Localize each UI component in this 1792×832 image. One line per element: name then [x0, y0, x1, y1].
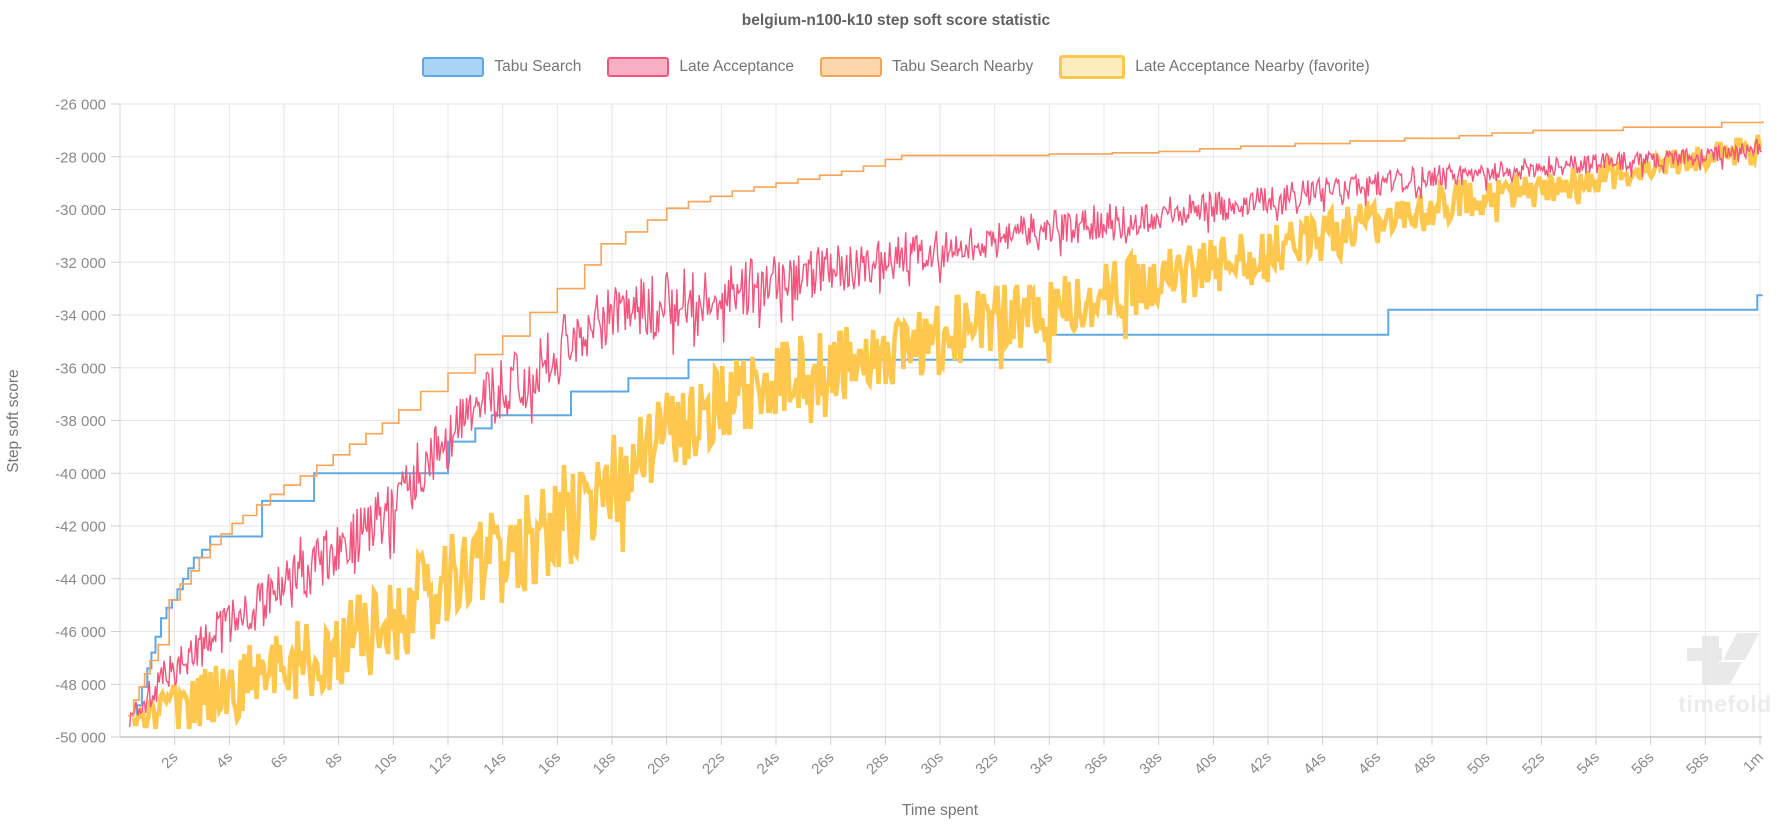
legend-label: Tabu Search	[494, 58, 582, 75]
x-tick-label: 56s	[1628, 749, 1657, 778]
x-tick-label: 32s	[972, 749, 1001, 778]
y-tick-label: -38 000	[55, 413, 106, 430]
x-tick-label: 4s	[213, 749, 236, 772]
legend-swatch-tabu-search	[422, 57, 485, 77]
legend-item-tabu-search-nearby: Tabu Search Nearby	[819, 57, 1034, 77]
x-tick-label: 6s	[268, 749, 291, 772]
x-tick-label: 2s	[158, 749, 181, 772]
x-tick-label: 26s	[808, 749, 837, 778]
legend-item-tabu-search: Tabu Search	[422, 57, 581, 77]
chart-legend: Tabu Search Late Acceptance Tabu Search …	[0, 55, 1792, 79]
y-axis-title: Step soft score	[5, 369, 22, 473]
x-tick-label: 46s	[1355, 749, 1384, 778]
y-tick-label: -48 000	[55, 677, 106, 694]
y-tick-label: -26 000	[55, 97, 106, 114]
y-tick-label: -34 000	[55, 308, 106, 325]
x-tick-label: 16s	[535, 749, 564, 778]
x-tick-label: 8s	[322, 749, 345, 772]
y-tick-label: -30 000	[55, 202, 106, 219]
x-axis-title: Time spent	[901, 802, 979, 819]
x-tick-label: 14s	[480, 749, 509, 778]
x-tick-label: 50s	[1464, 749, 1493, 778]
x-tick-label: 18s	[590, 749, 619, 778]
x-tick-label: 42s	[1246, 749, 1275, 778]
y-tick-label: -28 000	[55, 149, 106, 166]
legend-swatch-tabu-search-nearby	[819, 57, 882, 77]
x-tick-label: 38s	[1136, 749, 1165, 778]
series-line-tabu-search	[133, 294, 1763, 720]
x-tick-label: 34s	[1027, 749, 1056, 778]
legend-swatch-late-acceptance-nearby	[1059, 55, 1126, 79]
legend-label: Late Acceptance Nearby (favorite)	[1135, 58, 1370, 75]
x-tick-label: 52s	[1519, 749, 1548, 778]
x-tick-label: 1m	[1740, 749, 1767, 776]
y-tick-label: -40 000	[55, 466, 106, 483]
chart-title: belgium-n100-k10 step soft score statist…	[741, 12, 1051, 29]
legend-label: Tabu Search Nearby	[891, 58, 1034, 75]
x-tick-label: 22s	[699, 749, 728, 778]
x-tick-label: 40s	[1191, 749, 1220, 778]
x-tick-label: 54s	[1574, 749, 1603, 778]
series-line-late-acceptance-nearby	[131, 134, 1762, 730]
x-tick-label: 24s	[754, 749, 783, 778]
y-tick-label: -36 000	[55, 360, 106, 377]
y-tick-label: -46 000	[55, 624, 106, 641]
watermark-text: timefold	[1678, 691, 1771, 717]
watermark-logo	[1723, 633, 1759, 660]
y-tick-label: -32 000	[55, 255, 106, 272]
x-tick-label: 58s	[1683, 749, 1712, 778]
watermark-logo	[1708, 662, 1742, 684]
x-tick-label: 44s	[1300, 749, 1329, 778]
legend-item-late-acceptance-nearby: Late Acceptance Nearby (favorite)	[1059, 55, 1370, 79]
x-tick-label: 48s	[1410, 749, 1439, 778]
x-tick-label: 12s	[426, 749, 455, 778]
x-tick-label: 20s	[644, 749, 673, 778]
x-tick-label: 30s	[918, 749, 947, 778]
series-line-late-acceptance	[128, 138, 1763, 727]
legend-label: Late Acceptance	[679, 58, 794, 75]
legend-item-late-acceptance: Late Acceptance	[607, 57, 794, 77]
series-line-tabu-search-nearby	[128, 121, 1764, 717]
x-tick-label: 36s	[1082, 749, 1111, 778]
x-tick-label: 28s	[863, 749, 892, 778]
y-tick-label: -50 000	[55, 730, 106, 747]
y-tick-label: -44 000	[55, 571, 106, 588]
legend-swatch-late-acceptance	[607, 57, 670, 77]
x-tick-label: 10s	[371, 749, 400, 778]
y-tick-label: -42 000	[55, 519, 106, 536]
